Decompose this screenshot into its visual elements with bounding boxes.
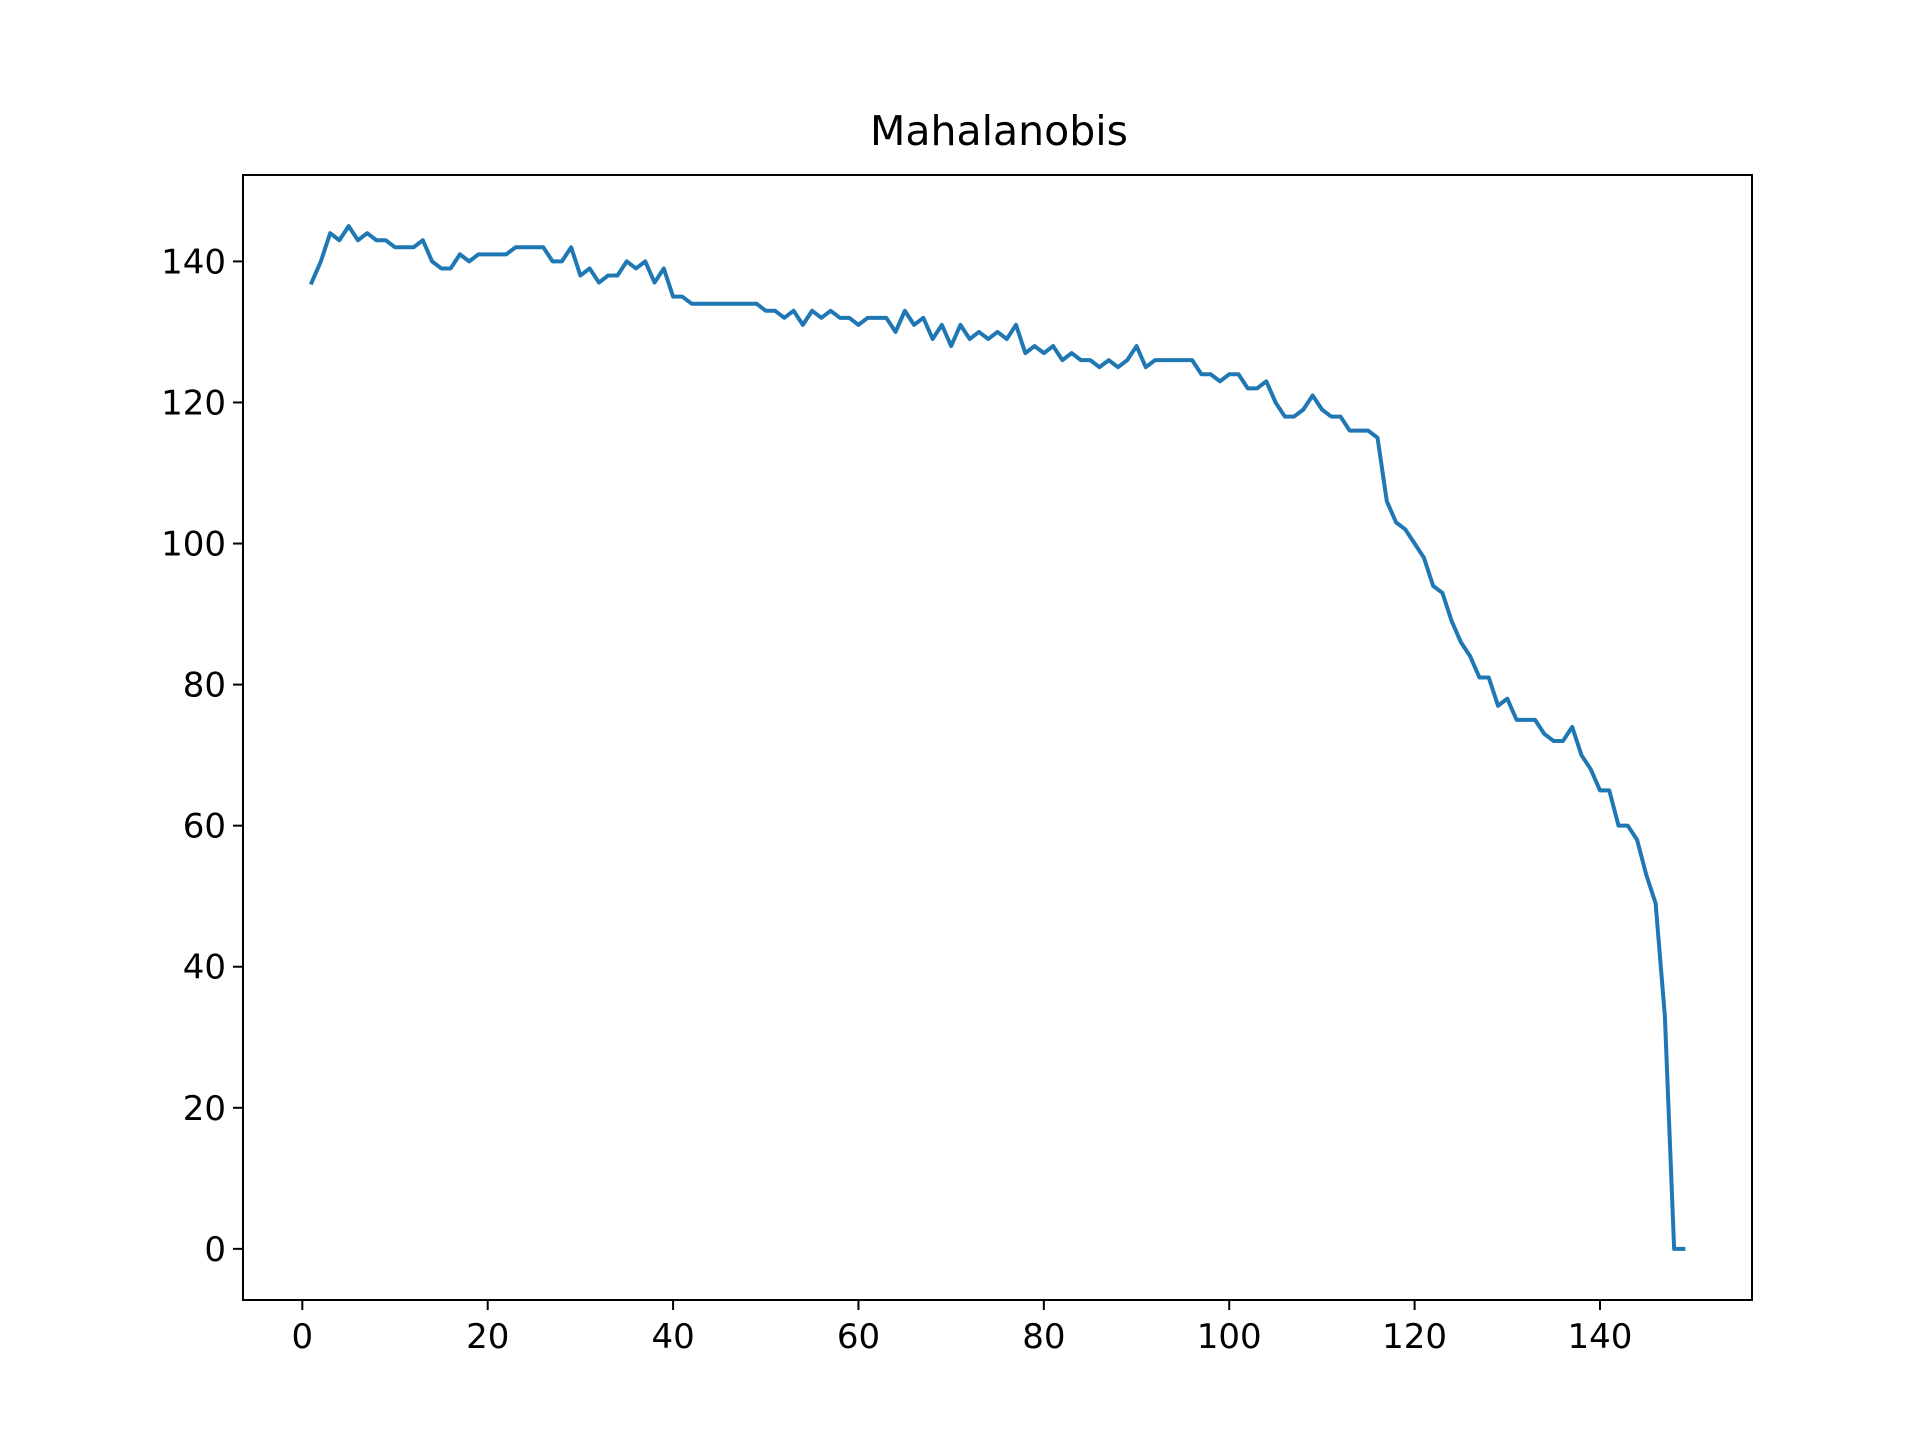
x-tick-label: 40 xyxy=(651,1317,694,1357)
y-tick-label: 80 xyxy=(183,666,226,706)
x-tick-label: 60 xyxy=(837,1317,880,1357)
y-tick-label: 60 xyxy=(183,807,226,847)
y-tick-label: 40 xyxy=(183,948,226,988)
x-tick-label: 140 xyxy=(1568,1317,1633,1357)
y-tick-label: 140 xyxy=(161,242,226,282)
x-tick-label: 100 xyxy=(1197,1317,1262,1357)
x-tick-label: 20 xyxy=(466,1317,509,1357)
x-axis: 0 20 40 60 80 100 120 140 xyxy=(292,1300,1633,1357)
y-tick-label: 20 xyxy=(183,1089,226,1129)
y-tick-label: 0 xyxy=(204,1230,226,1270)
x-tick-label: 120 xyxy=(1382,1317,1447,1357)
x-tick-label: 80 xyxy=(1022,1317,1065,1357)
plot-frame xyxy=(242,174,1753,1301)
series-layer xyxy=(308,224,1686,1251)
x-tick-label: 0 xyxy=(292,1317,314,1357)
series-line xyxy=(308,224,1686,1251)
y-tick-label: 100 xyxy=(161,525,226,565)
chart-title: Mahalanobis xyxy=(870,107,1128,155)
y-tick-label: 120 xyxy=(161,383,226,423)
y-axis: 0 20 40 60 80 100 120 140 xyxy=(161,242,243,1270)
